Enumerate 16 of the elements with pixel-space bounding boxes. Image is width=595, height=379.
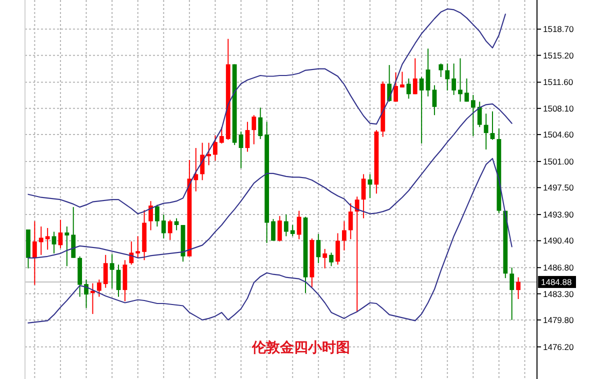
ref-line-label: 1484.88 [541,276,572,287]
y-tick-label: 1479.80 [543,314,574,325]
y-tick-label: 1511.60 [543,77,574,88]
y-tick-label: 1486.80 [543,262,574,273]
y-tick-label: 1508.10 [543,103,574,114]
y-tick-label: 1501.00 [543,156,574,166]
y-tick-label: 1504.60 [543,130,574,140]
y-tick-label: 1490.40 [543,236,574,246]
y-tick-label: 1493.90 [543,210,574,220]
line-series [28,158,512,324]
y-tick-label: 1497.50 [543,182,574,193]
text: 伦敦金四小时图 [251,339,350,355]
y-tick-label: 1483.30 [543,288,574,299]
y-tick-label: 1515.20 [543,50,574,60]
y-tick-label: 1476.20 [543,342,574,352]
y-tick-label: 1518.70 [543,24,574,34]
